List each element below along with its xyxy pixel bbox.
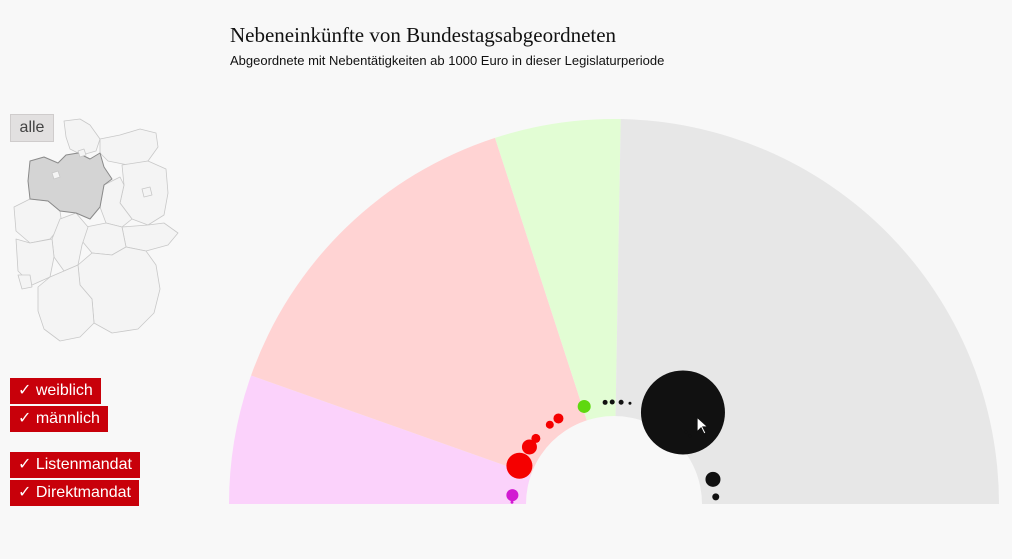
mouse-cursor-icon	[696, 416, 710, 435]
member-bubble-7[interactable]	[577, 399, 591, 413]
map-state-niedersachsen[interactable]	[27, 152, 113, 220]
map-state-bremen[interactable]	[51, 170, 61, 180]
member-bubble-16[interactable]	[712, 493, 720, 501]
map-state-mecklenburg-vorpommern[interactable]	[99, 128, 159, 166]
map-state-saarland[interactable]	[17, 274, 33, 290]
member-bubble-12[interactable]	[640, 370, 725, 455]
member-bubble-9[interactable]	[609, 399, 615, 405]
map-state-berlin[interactable]	[141, 186, 153, 198]
party-sectors	[229, 119, 999, 504]
member-bubble-14[interactable]	[688, 434, 692, 438]
map-state-baden-wuerttemberg[interactable]	[37, 264, 95, 342]
map-state-hamburg[interactable]	[77, 148, 87, 158]
chart-subtitle: Abgeordnete mit Nebentätigkeiten ab 1000…	[230, 53, 665, 68]
member-bubble-1[interactable]	[510, 500, 514, 504]
filter-weiblich-toggle[interactable]: ✓ weiblich	[10, 378, 101, 404]
map-state-schleswig-holstein[interactable]	[63, 118, 101, 156]
member-bubble-8[interactable]	[602, 399, 608, 405]
member-bubble-15[interactable]	[705, 471, 721, 487]
map-state-sachsen-anhalt[interactable]	[99, 176, 133, 228]
filter-direktmandat-toggle[interactable]: ✓ Direktmandat	[10, 480, 139, 506]
map-state-rheinland-pfalz[interactable]	[15, 238, 55, 286]
member-bubble-10[interactable]	[618, 399, 624, 405]
member-bubble-6[interactable]	[553, 413, 564, 424]
member-bubble-5[interactable]	[545, 420, 554, 429]
party-sector-1[interactable]	[251, 137, 615, 504]
map-state-sachsen[interactable]	[121, 222, 179, 252]
member-bubble-2[interactable]	[506, 452, 533, 479]
chart-title: Nebeneinkünfte von Bundestagsabgeordnete…	[230, 23, 617, 47]
member-bubble-4[interactable]	[531, 433, 541, 443]
member-bubble-11[interactable]	[628, 401, 632, 405]
filter-maennlich-toggle[interactable]: ✓ männlich	[10, 406, 108, 432]
germany-map[interactable]	[8, 115, 188, 350]
map-state-thueringen[interactable]	[81, 222, 127, 256]
member-bubble-0[interactable]	[506, 489, 519, 502]
member-bubble-13[interactable]	[684, 430, 688, 434]
member-bubble-3[interactable]	[521, 439, 537, 455]
alle-button[interactable]: alle	[10, 114, 54, 142]
filter-listenmandat-toggle[interactable]: ✓ Listenmandat	[10, 452, 140, 478]
